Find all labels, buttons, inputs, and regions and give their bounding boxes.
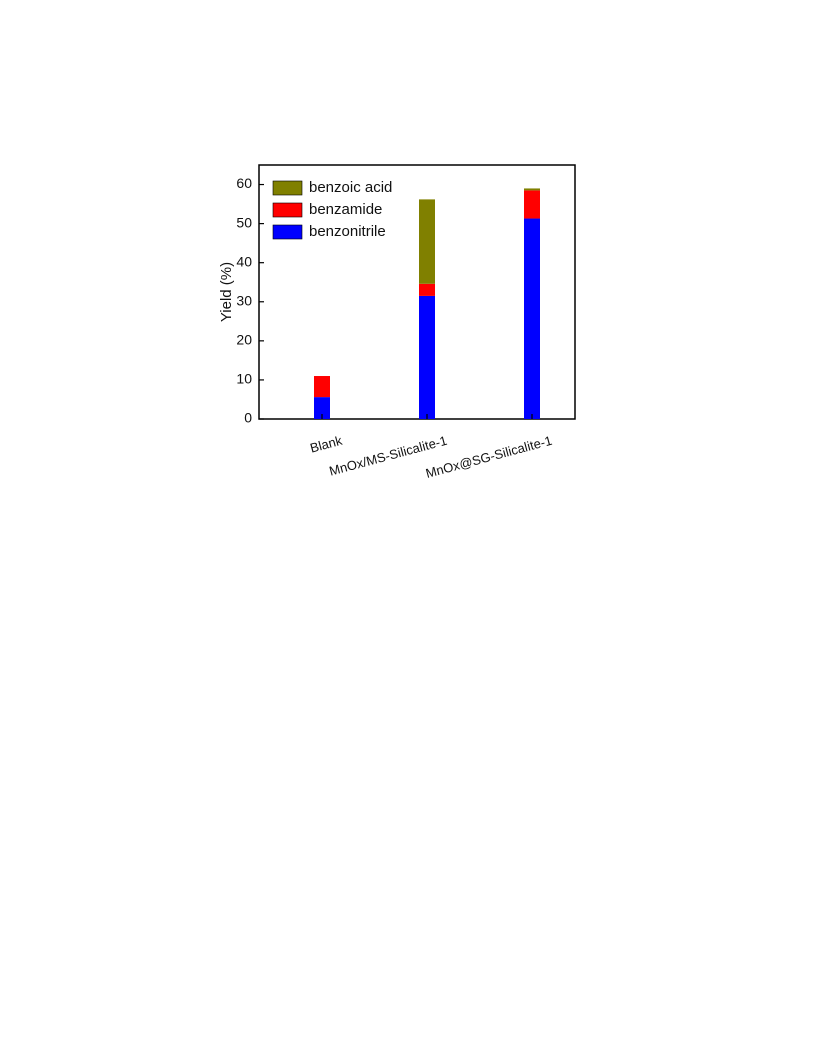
y-tick-label: 50 (236, 214, 252, 230)
x-tick-label: Blank (308, 433, 344, 456)
y-tick-label: 20 (236, 332, 252, 348)
legend-label: benzonitrile (309, 223, 386, 240)
bar-segment (419, 283, 435, 296)
bar-segment (524, 188, 540, 191)
bar-segment (419, 295, 435, 419)
bar-segment (524, 190, 540, 219)
y-tick-label: 60 (236, 175, 252, 191)
y-axis-label: Yield (%) (218, 262, 235, 322)
bar-segment (419, 199, 435, 284)
bar-segment (314, 397, 330, 419)
legend-label: benzoic acid (309, 179, 392, 196)
bar-segment (314, 376, 330, 398)
y-tick-label: 30 (236, 292, 252, 308)
legend-swatch (272, 224, 303, 240)
legend-swatch (272, 180, 303, 196)
bar-segment (524, 218, 540, 419)
plot-frame (258, 164, 576, 420)
legend-label: benzamide (309, 201, 382, 218)
legend-swatch (272, 202, 303, 218)
y-tick-label: 40 (236, 253, 252, 269)
y-tick-label: 10 (236, 371, 252, 387)
y-tick-label: 0 (244, 410, 252, 426)
